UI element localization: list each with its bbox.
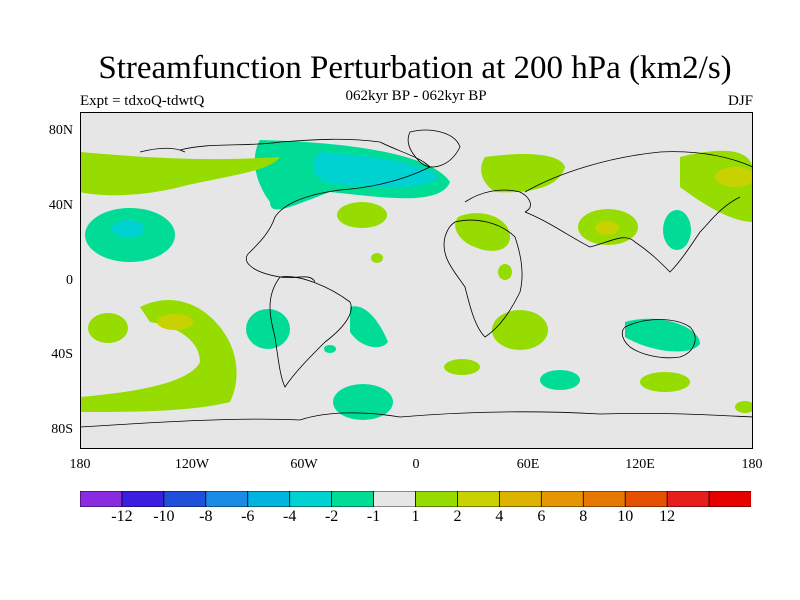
lat-tick-40s: 40S (51, 347, 73, 362)
coastline-australia (621, 319, 696, 359)
colorbar-swatch (624, 491, 668, 507)
anomaly-negative (625, 318, 700, 352)
anomaly-negative (350, 306, 388, 348)
colorbar-swatch (666, 491, 710, 507)
lat-tick-40n: 40N (48, 198, 73, 213)
colorbar-swatch (121, 491, 165, 507)
colorbar-tick-label: -10 (153, 508, 175, 525)
colorbar-swatch (582, 491, 626, 507)
colorbar (80, 491, 751, 507)
experiment-label: Expt = tdxoQ-tdwtQ (80, 93, 205, 109)
anomaly-positive (337, 202, 387, 228)
anomaly-positive (640, 372, 690, 392)
anomaly-positive (735, 401, 753, 413)
period-label: 062kyr BP - 062kyr BP (345, 88, 487, 104)
colorbar-swatch (205, 491, 249, 507)
anomaly-positive (492, 310, 548, 350)
plot-title: Streamfunction Perturbation at 200 hPa (… (98, 50, 732, 86)
colorbar-swatch (415, 491, 459, 507)
anomaly-negative (333, 384, 393, 420)
colorbar-tick-label: 2 (453, 508, 462, 525)
colorbar-tick-label: 8 (579, 508, 588, 525)
colorbar-tick-label: 12 (659, 508, 676, 525)
anomaly-positive (498, 264, 512, 280)
anomaly-negative-strong (112, 220, 144, 238)
colorbar-swatch (289, 491, 333, 507)
anomaly-positive (481, 154, 565, 193)
colorbar-swatch (708, 491, 751, 507)
anomaly-positive (371, 253, 383, 263)
lat-tick-0: 0 (66, 273, 73, 288)
anomaly-fields (80, 140, 753, 420)
colorbar-swatch (373, 491, 417, 507)
anomaly-positive-strong (595, 221, 619, 235)
colorbar-tick-label: -2 (324, 508, 339, 525)
map-frame (80, 112, 753, 449)
coastline-south-america (269, 276, 352, 388)
colorbar-tick-label: 4 (495, 508, 504, 525)
colorbar-swatch (540, 491, 584, 507)
anomaly-negative (540, 370, 580, 390)
lon-tick-0: 0 (412, 457, 420, 472)
lon-tick-60e: 60E (516, 457, 540, 472)
lon-tick-120w: 120W (174, 457, 210, 472)
colorbar-tick-label: 10 (617, 508, 634, 525)
colorbar-tick-label: 6 (537, 508, 546, 525)
colorbar-swatch (163, 491, 207, 507)
anomaly-positive (80, 152, 280, 196)
colorbar-swatch (80, 491, 123, 507)
anomaly-negative (246, 309, 290, 349)
coastline-north-america (179, 138, 431, 283)
anomaly-positive (80, 299, 237, 412)
lon-tick-120e: 120E (625, 457, 655, 472)
colorbar-tick-label: -6 (241, 508, 255, 525)
lat-tick-80s: 80S (51, 422, 73, 437)
lon-tick-60w: 60W (290, 457, 318, 472)
colorbar-tick-label: -4 (283, 508, 297, 525)
anomaly-positive (455, 213, 510, 251)
coastline-africa (443, 219, 523, 338)
coastline-europe (464, 189, 531, 213)
colorbar-swatch (498, 491, 543, 507)
anomaly-negative (324, 345, 336, 353)
anomaly-negative-strong (312, 152, 440, 188)
lon-tick-180e: 180 (741, 457, 763, 472)
colorbar-swatch (331, 491, 375, 507)
season-label: DJF (727, 93, 753, 109)
colorbar-tick-label: -1 (366, 508, 381, 525)
colorbar-swatch (247, 491, 291, 507)
world-map (80, 112, 753, 449)
colorbar-tick-label: -12 (111, 508, 133, 525)
coastline-alaska (139, 147, 186, 153)
anomaly-positive (444, 359, 480, 375)
lat-tick-80n: 80N (48, 123, 73, 138)
coastline-greenland (407, 129, 461, 168)
coastline-asia (524, 151, 753, 273)
colorbar-swatch (457, 491, 501, 507)
coastlines (80, 129, 753, 428)
colorbar-tick-label: -8 (199, 508, 213, 525)
colorbar-tick-label: 1 (411, 508, 420, 525)
anomaly-positive-strong (715, 167, 753, 187)
coastline-antarctica (80, 411, 753, 428)
anomaly-positive-strong (157, 314, 193, 330)
anomaly-positive (88, 313, 128, 343)
anomaly-negative (663, 210, 691, 250)
lon-tick-180w: 180 (69, 457, 91, 472)
